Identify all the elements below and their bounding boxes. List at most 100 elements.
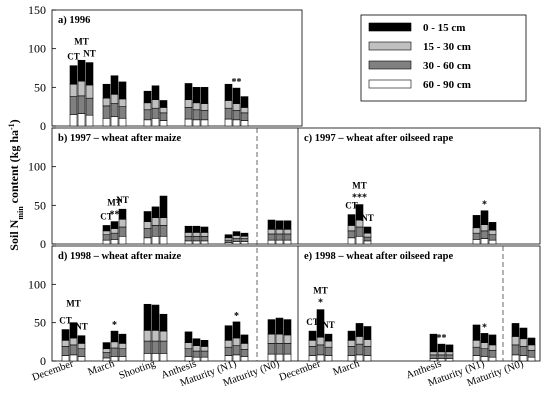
bar-segment-e-2-1-2: [437, 351, 446, 356]
bar-segment-d-4-0-2: [224, 339, 233, 348]
bar-segment-e-2-1-3: [437, 343, 446, 353]
bar-segment-a-4-1-3: [232, 87, 241, 104]
x-label-left: Shooting: [118, 358, 158, 382]
bar-segment-d-3-2-2: [200, 346, 209, 352]
bar-segment-b-4-1-0: [275, 239, 284, 245]
bar-segment-d-5-0-2: [267, 333, 276, 344]
bar-segment-e-4-2-1: [527, 349, 536, 358]
bar-segment-a-4-1-2: [232, 103, 241, 111]
bar-segment-a-1-2-2: [118, 98, 127, 107]
significance-marker: ***: [352, 193, 367, 204]
bar-segment-a-2-2-0: [159, 120, 168, 127]
bar-segment-b-4-2-1: [283, 233, 292, 241]
y-tick-label: 0: [40, 354, 46, 368]
bar-segment-c-1-1-3: [480, 210, 489, 225]
bar-segment-b-2-0-3: [184, 225, 193, 233]
bar-segment-a-4-0-2: [224, 100, 233, 109]
bar-segment-e-4-1-1: [519, 346, 528, 356]
bar-segment-c-0-2-0: [363, 240, 372, 245]
bar-segment-c-1-1-1: [480, 230, 489, 239]
bar-segment-b-4-0-3: [267, 219, 276, 230]
bar-segment-c-1-1-2: [480, 224, 489, 232]
bar-segment-a-3-2-1: [200, 110, 209, 121]
bar-segment-e-2-2-0: [445, 358, 454, 362]
bar-segment-d-5-1-3: [275, 317, 284, 335]
treatment-label-nt: NT: [361, 213, 374, 223]
y-tick-label: 0: [40, 237, 46, 251]
bar-segment-b-1-2-2: [159, 217, 168, 226]
bar-segment-b-3-1-1: [232, 238, 241, 242]
bar-segment-a-0-2-0: [85, 114, 94, 127]
bar-segment-d-2-1-2: [151, 330, 160, 342]
bar-segment-e-4-2-0: [527, 356, 536, 362]
bar-segment-d-4-2-0: [240, 356, 249, 362]
bar-segment-a-3-2-2: [200, 103, 209, 111]
bar-segment-b-0-0-3: [102, 225, 111, 232]
bar-segment-d-1-1-2: [110, 341, 119, 349]
bar-segment-a-2-1-1: [151, 107, 160, 119]
bar-segment-a-0-0-1: [69, 96, 78, 115]
bar-segment-c-1-2-1: [488, 234, 497, 241]
bar-segment-a-4-2-3: [240, 96, 249, 108]
bar-segment-a-3-1-0: [192, 119, 201, 127]
bar-segment-a-4-2-0: [240, 120, 249, 127]
bar-segment-a-3-0-1: [184, 107, 193, 120]
bar-segment-e-2-0-1: [429, 354, 438, 360]
bar-segment-a-2-2-2: [159, 107, 168, 114]
bar-segment-c-0-0-0: [347, 237, 356, 245]
bar-segment-a-1-2-1: [118, 106, 127, 119]
bar-segment-a-3-1-3: [192, 87, 201, 104]
legend-swatch: [368, 41, 412, 51]
bar-segment-c-1-0-1: [472, 232, 481, 240]
bar-segment-b-4-2-3: [283, 220, 292, 230]
bar-segment-e-3-0-2: [472, 339, 481, 348]
bar-segment-c-0-1-1: [355, 226, 364, 237]
bar-segment-a-2-2-1: [159, 112, 168, 121]
bar-segment-b-1-1-0: [151, 235, 160, 245]
bar-segment-d-4-2-2: [240, 343, 249, 350]
bar-segment-a-4-0-1: [224, 107, 233, 120]
bar-segment-a-2-0-3: [143, 90, 152, 104]
bar-segment-e-4-0-2: [511, 336, 520, 346]
treatment-label-ct: CT: [306, 317, 319, 327]
bar-segment-d-2-1-3: [151, 304, 160, 331]
bar-segment-d-1-0-2: [102, 348, 111, 353]
bar-segment-a-2-0-1: [143, 109, 152, 121]
bar-segment-e-3-1-2: [480, 342, 489, 350]
bar-segment-a-1-2-0: [118, 117, 127, 127]
bar-segment-b-1-2-1: [159, 225, 168, 237]
bar-segment-e-1-0-2: [347, 339, 356, 347]
bar-segment-d-2-2-2: [159, 330, 168, 342]
x-label-left: December: [31, 358, 76, 383]
x-label-right: December: [278, 358, 323, 383]
bar-segment-b-1-0-1: [143, 228, 152, 239]
bar-segment-d-2-0-1: [143, 340, 152, 354]
bar-segment-a-1-0-2: [102, 97, 111, 107]
bar-segment-b-1-2-3: [159, 195, 168, 219]
bar-segment-b-3-2-3: [240, 232, 249, 237]
bar-segment-e-0-1-1: [316, 344, 325, 356]
bar-segment-d-5-2-2: [283, 334, 292, 344]
treatment-label-ct: CT: [100, 211, 113, 221]
bar-segment-a-0-0-3: [69, 65, 78, 85]
panel-e-title: e) 1998 – wheat after oilseed rape: [304, 251, 453, 262]
panel-1998-frame: [51, 245, 541, 362]
legend-swatch: [368, 22, 412, 32]
bar-segment-d-0-2-1: [77, 348, 86, 357]
bar-segment-e-4-1-2: [519, 338, 528, 347]
bar-segment-b-2-1-2: [192, 232, 201, 237]
bar-segment-a-0-2-1: [85, 97, 94, 116]
bar-segment-b-1-1-2: [151, 217, 160, 226]
y-tick-label: 50: [34, 80, 46, 94]
treatment-label-mt: MT: [66, 299, 81, 309]
bar-segment-d-0-1-2: [69, 337, 78, 346]
panel-1997-frame: [51, 127, 541, 245]
bar-segment-b-4-0-2: [267, 229, 276, 235]
bar-segment-a-3-2-3: [200, 87, 209, 104]
treatment-label-mt: MT: [352, 181, 367, 191]
bar-segment-a-3-1-1: [192, 109, 201, 121]
bar-segment-b-2-2-3: [200, 226, 209, 233]
bar-segment-b-0-2-2: [118, 218, 127, 228]
y-tick-label: 50: [34, 198, 46, 212]
bar-segment-a-0-1-3: [77, 59, 86, 82]
